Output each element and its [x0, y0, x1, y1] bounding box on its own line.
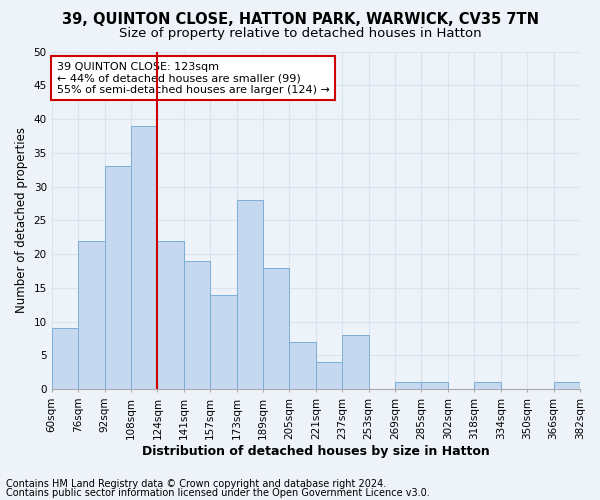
Bar: [263, 268, 289, 389]
Bar: [78, 240, 104, 389]
Bar: [395, 382, 421, 389]
Bar: [210, 294, 236, 389]
Text: Contains public sector information licensed under the Open Government Licence v3: Contains public sector information licen…: [6, 488, 430, 498]
Bar: [236, 200, 263, 389]
Bar: [554, 382, 580, 389]
X-axis label: Distribution of detached houses by size in Hatton: Distribution of detached houses by size …: [142, 444, 490, 458]
Text: 39, QUINTON CLOSE, HATTON PARK, WARWICK, CV35 7TN: 39, QUINTON CLOSE, HATTON PARK, WARWICK,…: [62, 12, 539, 28]
Bar: [289, 342, 316, 389]
Bar: [104, 166, 131, 389]
Bar: [475, 382, 501, 389]
Bar: [157, 240, 184, 389]
Text: Size of property relative to detached houses in Hatton: Size of property relative to detached ho…: [119, 28, 481, 40]
Bar: [52, 328, 78, 389]
Bar: [342, 335, 368, 389]
Bar: [316, 362, 342, 389]
Bar: [131, 126, 157, 389]
Bar: [184, 261, 210, 389]
Text: 39 QUINTON CLOSE: 123sqm
← 44% of detached houses are smaller (99)
55% of semi-d: 39 QUINTON CLOSE: 123sqm ← 44% of detach…: [57, 62, 330, 95]
Text: Contains HM Land Registry data © Crown copyright and database right 2024.: Contains HM Land Registry data © Crown c…: [6, 479, 386, 489]
Y-axis label: Number of detached properties: Number of detached properties: [15, 128, 28, 314]
Bar: [421, 382, 448, 389]
